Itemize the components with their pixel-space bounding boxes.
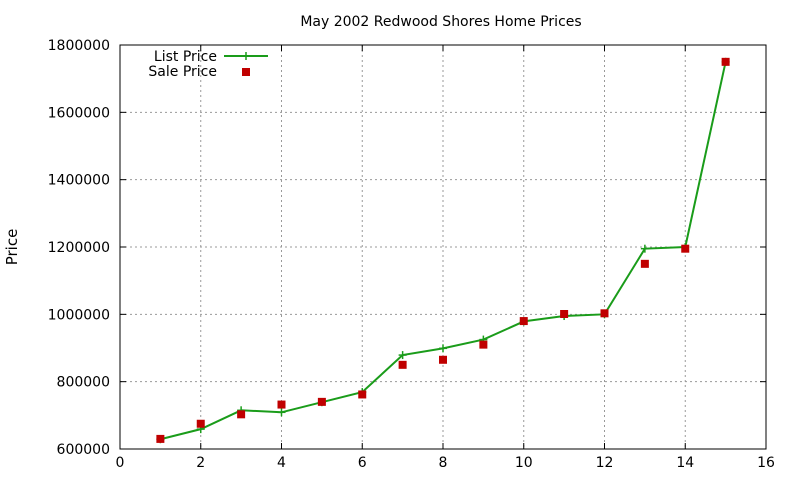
y-tick-label: 1400000 — [48, 173, 110, 189]
x-tick-label: 4 — [277, 455, 286, 471]
sale-price-point — [317, 397, 326, 406]
x-tick-label: 8 — [439, 455, 448, 471]
y-tick-label: 1000000 — [48, 307, 110, 323]
sale-price-point — [640, 259, 649, 268]
y-tick-label: 1800000 — [48, 38, 110, 54]
list-price-point — [277, 408, 286, 417]
sale-price-point — [479, 340, 488, 349]
y-tick-label: 600000 — [57, 442, 110, 458]
sale-price-point — [277, 400, 286, 409]
sale-price-point — [237, 410, 246, 419]
x-tick-label: 6 — [358, 455, 367, 471]
x-tick-label: 16 — [757, 455, 775, 471]
sale-price-point — [398, 360, 407, 369]
sale-price-point — [196, 419, 205, 428]
series-layer — [156, 57, 730, 444]
y-axis-label: Price — [3, 229, 21, 266]
list-price-point — [398, 351, 407, 360]
x-tick-label: 0 — [116, 455, 125, 471]
chart-title: May 2002 Redwood Shores Home Prices — [300, 14, 581, 30]
sale-price-point — [439, 355, 447, 364]
x-tick-label: 2 — [196, 455, 205, 471]
list-price-point — [439, 344, 447, 353]
legend-marker-sale-price — [242, 68, 250, 76]
ticks: 0 2 4 6 8 10 12 14 16 600000 800000 1000000 1200000 1… — [48, 38, 775, 471]
x-tick-label: 10 — [515, 455, 533, 471]
sale-price-point — [560, 309, 569, 318]
y-tick-label: 800000 — [57, 375, 110, 391]
x-tick-label: 14 — [676, 455, 694, 471]
sale-price-point — [600, 309, 609, 318]
y-tick-label: 1200000 — [48, 240, 110, 256]
sale-price-point — [358, 390, 367, 399]
y-tick-label: 1600000 — [48, 105, 110, 121]
sale-price-point — [681, 244, 690, 253]
legend-label-sale-price: Sale Price — [148, 64, 217, 80]
sale-price-point — [721, 57, 730, 66]
list-price-point — [640, 244, 649, 253]
x-tick-label: 12 — [596, 455, 614, 471]
legend-label-list-price: List Price — [154, 49, 217, 65]
sale-price-point — [519, 317, 528, 326]
sale-price-point — [156, 434, 165, 443]
